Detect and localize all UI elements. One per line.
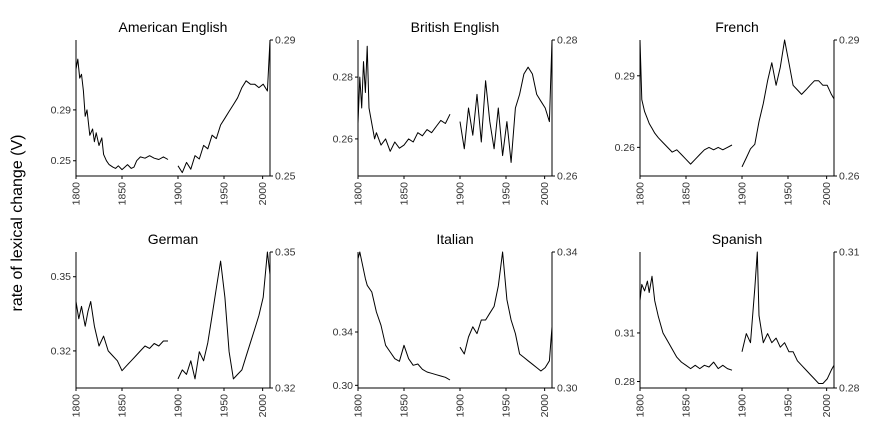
x-tick-label: 1800 [353,394,365,418]
x-tick-label: 1950 [219,394,231,418]
right-y-tick-label: 0.35 [275,247,296,259]
x-tick-label: 2000 [821,182,833,206]
panel-title: Italian [436,231,473,247]
x-tick-label: 1800 [353,182,365,206]
x-tick-label: 1950 [783,182,795,206]
series-line-20th-century [459,39,553,163]
left-y-tick-label: 0.31 [615,327,636,339]
left-y-tick-label: 0.29 [51,104,72,116]
left-y-tick-label: 0.26 [333,133,354,145]
left-y-tick-label: 0.26 [615,142,636,154]
series-line-20th-century [177,39,271,174]
left-y-tick-label: 0.25 [51,155,72,167]
right-y-tick-label: 0.30 [557,383,578,395]
right-y-tick-label: 0.31 [839,247,860,259]
right-y-tick-label: 0.29 [275,35,296,47]
series-line-19th-century [357,251,451,381]
left-y-tick-label: 0.28 [333,72,354,84]
left-y-tick-label: 0.29 [615,70,636,82]
left-y-tick-label: 0.35 [51,271,72,283]
x-tick-label: 2000 [821,394,833,418]
x-tick-label: 1900 [455,394,467,418]
panel-title: American English [119,19,228,35]
x-tick-label: 2000 [257,182,269,206]
x-tick-label: 1800 [635,182,647,206]
panels-container: American English 0.25 0.29 0.25 0.29 1800 1850… [51,19,860,417]
panel-british-english: British English 0.26 0.28 0.26 0.28 1800 1850 1… [333,19,578,205]
series-line-20th-century [459,251,553,372]
x-tick-label: 1850 [399,394,411,418]
right-y-tick-label: 0.29 [839,35,860,47]
x-tick-label: 1850 [117,394,129,418]
panel-title: French [715,19,759,35]
series-line-20th-century [177,251,271,380]
x-tick-label: 1850 [399,182,411,206]
right-y-tick-label: 0.28 [839,383,860,395]
left-y-tick-label: 0.28 [615,376,636,388]
x-tick-label: 1850 [117,182,129,206]
x-tick-label: 1900 [737,182,749,206]
series-line-19th-century [639,275,733,371]
y-axis-label: rate of lexical change (V) [9,135,26,312]
x-tick-label: 2000 [257,394,269,418]
x-tick-label: 1850 [681,394,693,418]
series-line-19th-century [75,58,169,171]
panel-german: German 0.32 0.35 0.32 0.35 1800 1850 1900 1950 20… [51,231,296,417]
x-tick-label: 1800 [71,182,83,206]
panel-title: German [148,231,199,247]
x-tick-label: 1900 [173,182,185,206]
x-tick-label: 1950 [501,394,513,418]
panel-french: French 0.26 0.29 0.26 0.29 1800 1850 1900 1950 20… [615,19,860,205]
series-line-19th-century [357,45,451,152]
right-y-tick-label: 0.34 [557,247,578,259]
x-tick-label: 2000 [539,182,551,206]
x-tick-label: 1900 [455,182,467,206]
x-tick-label: 1850 [681,182,693,206]
right-y-tick-label: 0.26 [839,171,860,183]
series-line-19th-century [639,39,733,165]
series-line-19th-century [75,301,168,372]
panel-title: Spanish [712,231,763,247]
left-y-tick-label: 0.32 [51,345,72,357]
x-tick-label: 2000 [539,394,551,418]
left-y-tick-label: 0.30 [333,380,354,392]
right-y-tick-label: 0.26 [557,171,578,183]
panel-title: British English [411,19,500,35]
panel-spanish: Spanish 0.28 0.31 0.28 0.31 1800 1850 1900 1950 2… [615,231,860,417]
series-line-20th-century [741,251,835,384]
right-y-tick-label: 0.32 [275,383,296,395]
panel-italian: Italian 0.30 0.34 0.30 0.34 1800 1850 1900 1950 2… [333,231,578,417]
x-tick-label: 1950 [783,394,795,418]
left-y-tick-label: 0.34 [333,327,354,339]
x-tick-label: 1800 [71,394,83,418]
x-tick-label: 1950 [219,182,231,206]
x-tick-label: 1900 [173,394,185,418]
panel-american-english: American English 0.25 0.29 0.25 0.29 1800 1850… [51,19,296,205]
x-tick-label: 1900 [737,394,749,418]
right-y-tick-label: 0.28 [557,35,578,47]
right-y-tick-label: 0.25 [275,171,296,183]
x-tick-label: 1950 [501,182,513,206]
x-tick-label: 1800 [635,394,647,418]
series-line-20th-century [741,39,835,168]
